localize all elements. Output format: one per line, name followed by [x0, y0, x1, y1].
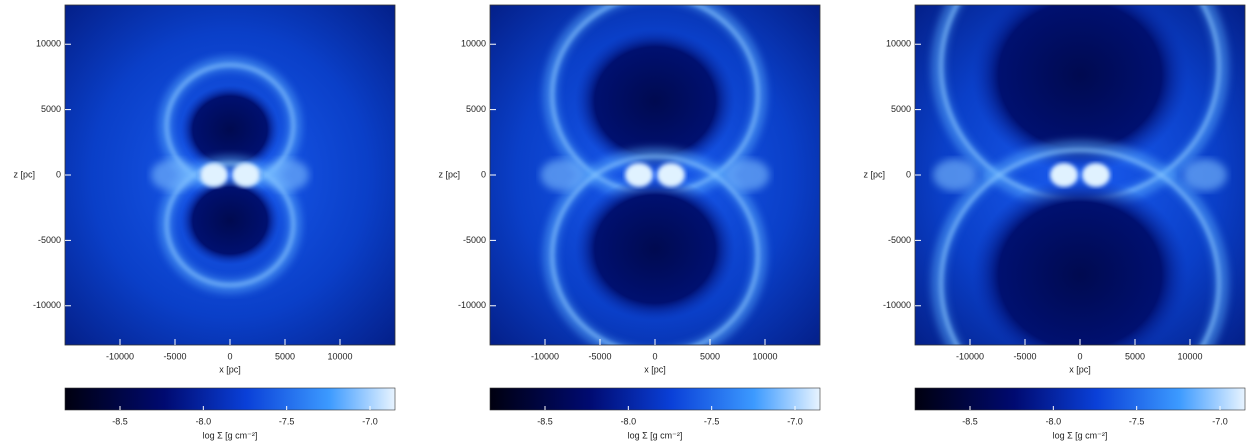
y-tick-label: 5000 — [466, 104, 486, 114]
x-tick-label: 10000 — [752, 351, 777, 361]
x-tick-label: -10000 — [106, 351, 134, 361]
y-axis-label: z [pc] — [13, 169, 35, 179]
waist-glow — [151, 159, 196, 191]
shell — [939, 148, 1221, 345]
core-glow — [1050, 163, 1078, 187]
shell-glow — [931, 140, 1229, 345]
colorbar-tick-label: -8.0 — [196, 416, 212, 426]
waist-glow — [1183, 159, 1228, 191]
colorbar-tick-label: -8.5 — [112, 416, 128, 426]
x-tick-label: -5000 — [1013, 351, 1036, 361]
cavity — [574, 177, 736, 321]
map-background — [65, 5, 395, 345]
colorbar-tick-label: -7.0 — [1212, 416, 1228, 426]
x-tick-label: -10000 — [956, 351, 984, 361]
y-tick-label: -5000 — [463, 235, 486, 245]
waist-glow — [540, 159, 585, 191]
y-tick-label: 10000 — [36, 39, 61, 49]
colorbar — [64, 387, 396, 411]
cavity — [180, 85, 280, 174]
x-tick-label: 0 — [652, 351, 657, 361]
x-tick-label: 10000 — [1177, 351, 1202, 361]
y-tick-label: 0 — [56, 169, 61, 179]
colorbar-tick-label: -7.5 — [704, 416, 720, 426]
core-glow — [232, 163, 260, 187]
core-glow — [657, 163, 685, 187]
colorbar-tick-label: -8.0 — [621, 416, 637, 426]
shell — [550, 155, 760, 345]
colorbar-label: log Σ [g cm⁻²] — [628, 430, 683, 440]
core-glow — [200, 163, 228, 187]
x-axis-label: x [pc] — [644, 364, 666, 374]
x-tick-label: 0 — [1077, 351, 1082, 361]
colorbar — [914, 387, 1246, 411]
core-glow — [1082, 163, 1110, 187]
density-map — [490, 5, 820, 345]
colorbar-tick-label: -7.5 — [279, 416, 295, 426]
cavity — [180, 176, 280, 265]
x-tick-label: -5000 — [163, 351, 186, 361]
x-tick-label: 5000 — [700, 351, 720, 361]
colorbar-label: log Σ [g cm⁻²] — [1053, 430, 1108, 440]
x-axis-label: x [pc] — [219, 364, 241, 374]
core-glow — [625, 163, 653, 187]
x-tick-label: 5000 — [1125, 351, 1145, 361]
y-tick-label: -10000 — [33, 300, 61, 310]
y-tick-label: -10000 — [458, 300, 486, 310]
y-axis-label: z [pc] — [438, 169, 460, 179]
x-tick-label: -10000 — [531, 351, 559, 361]
y-tick-label: -5000 — [38, 235, 61, 245]
y-tick-label: -5000 — [888, 235, 911, 245]
waist-glow — [725, 159, 770, 191]
density-map — [915, 5, 1245, 345]
y-tick-label: 5000 — [41, 104, 61, 114]
y-axis-label: z [pc] — [863, 169, 885, 179]
y-tick-label: 0 — [906, 169, 911, 179]
cavity — [971, 5, 1189, 173]
y-tick-label: -10000 — [883, 300, 911, 310]
x-tick-label: -5000 — [588, 351, 611, 361]
colorbar-tick-label: -7.0 — [362, 416, 378, 426]
y-tick-label: 10000 — [461, 39, 486, 49]
density-map — [65, 5, 395, 345]
colorbar-tick-label: -8.5 — [962, 416, 978, 426]
y-tick-label: 5000 — [891, 104, 911, 114]
shell-glow — [543, 147, 767, 345]
colorbar-tick-label: -8.0 — [1046, 416, 1062, 426]
waist-glow — [264, 159, 309, 191]
x-tick-label: 0 — [227, 351, 232, 361]
cavity — [574, 29, 736, 173]
x-axis-label: x [pc] — [1069, 364, 1091, 374]
y-tick-label: 0 — [481, 169, 486, 179]
shell — [165, 162, 295, 287]
colorbar-tick-label: -8.5 — [537, 416, 553, 426]
y-tick-label: 10000 — [886, 39, 911, 49]
colorbar — [489, 387, 821, 411]
colorbar-tick-label: -7.0 — [787, 416, 803, 426]
waist-glow — [932, 159, 977, 191]
colorbar-tick-label: -7.5 — [1129, 416, 1145, 426]
x-tick-label: 5000 — [275, 351, 295, 361]
colorbar-label: log Σ [g cm⁻²] — [203, 430, 258, 440]
x-tick-label: 10000 — [327, 351, 352, 361]
cavity — [971, 177, 1189, 345]
